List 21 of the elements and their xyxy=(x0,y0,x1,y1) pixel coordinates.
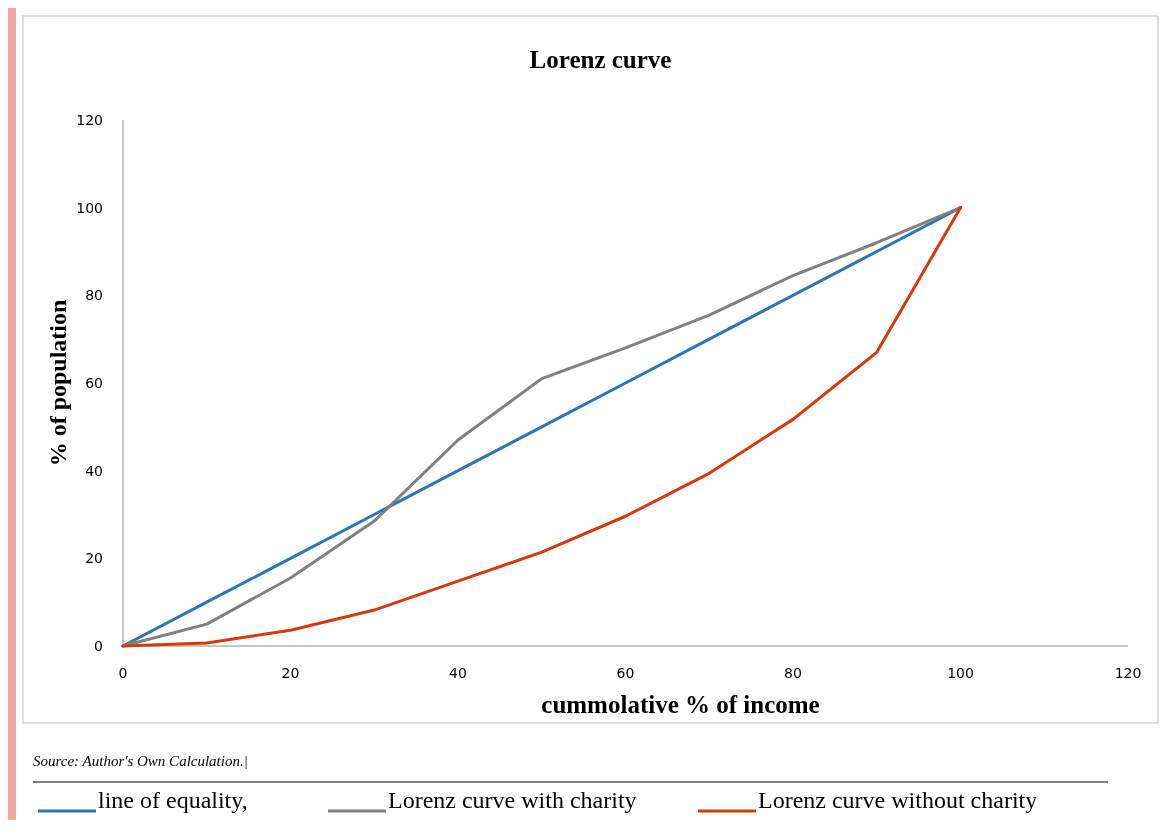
x-tick-label: 60 xyxy=(616,665,635,681)
y-tick-label: 20 xyxy=(85,550,103,567)
y-tick-label: 100 xyxy=(76,199,103,216)
x-tick-label: 40 xyxy=(449,665,467,681)
x-tick-label: 80 xyxy=(784,665,802,681)
y-tick-label: 40 xyxy=(85,462,103,479)
x-axis-title: cummolative % of income xyxy=(541,691,820,718)
y-tick-label: 0 xyxy=(94,638,103,654)
chart-title: Lorenz curve xyxy=(529,46,672,73)
x-tick-label: 20 xyxy=(281,665,300,681)
x-tick-label: 0 xyxy=(118,665,128,681)
legend-label: Lorenz curve without charity xyxy=(758,787,1038,813)
legend-label: line of equality, xyxy=(98,787,248,813)
y-axis-title: % of population xyxy=(45,299,71,467)
y-tick-label: 60 xyxy=(85,375,103,391)
source-note: Source: Author's Own Calculation.| xyxy=(33,753,248,769)
y-tick-label: 120 xyxy=(76,112,103,128)
legend-label: Lorenz curve with charity xyxy=(388,787,637,813)
y-tick-label: 80 xyxy=(85,287,103,304)
x-tick-label: 100 xyxy=(947,665,974,681)
x-tick-label: 120 xyxy=(1114,665,1142,681)
